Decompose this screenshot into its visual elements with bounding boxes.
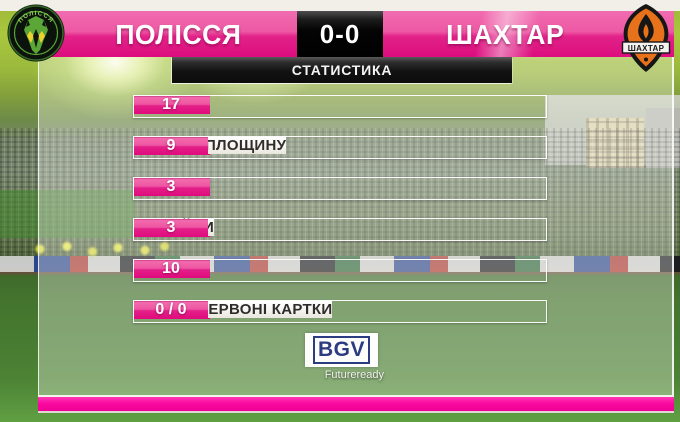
away-value: 10	[134, 260, 208, 278]
away-team-name: ШАХТАР	[383, 11, 628, 58]
statistics-title: СТАТИСТИКА	[291, 62, 393, 78]
building	[586, 118, 644, 168]
crest-banner-text: ШАХТАР	[628, 44, 665, 53]
statistics-title-bar: СТАТИСТИКА	[172, 57, 512, 83]
away-value: 17	[134, 96, 208, 114]
fan-section	[0, 190, 135, 238]
footer-pink-bar	[38, 395, 674, 413]
stat-row-offsides: 0 ОФСАЙДИ 3	[133, 218, 547, 241]
away-value: 3	[134, 219, 208, 237]
away-value: 9	[134, 137, 208, 155]
stat-row-fouls: 18 ФОЛИ 10	[133, 259, 547, 282]
home-team-name: ПОЛІССЯ	[60, 11, 297, 58]
sponsor-logo-text: BGV	[312, 336, 370, 364]
stat-row-corners: 5 КУТОВІ 3	[133, 177, 547, 200]
score-value: 0-0	[319, 19, 361, 49]
away-team-label: ШАХТАР	[446, 18, 565, 50]
score-box: 0-0	[297, 11, 383, 58]
away-value: 0 / 0	[134, 301, 208, 319]
stat-row-shots-on-target: 2 УДАРИ У ПЛОЩИНУ 9	[133, 136, 547, 159]
home-team-label: ПОЛІССЯ	[115, 18, 242, 50]
shakhtar-crest-icon: ШАХТАР	[619, 3, 673, 73]
away-value: 3	[134, 178, 208, 196]
sponsor-logo-box: BGV	[305, 333, 378, 367]
stat-row-cards: 2 / 0 ЖОВТІ / ЧЕРВОНІ КАРТКИ 0 / 0	[133, 300, 547, 323]
sponsor-tagline: Futureready	[324, 369, 384, 381]
header-top-strip	[0, 0, 680, 11]
stat-row-shots: 5 УДАРИ 17	[133, 95, 547, 118]
polissya-crest-icon: ПОЛІССЯ	[7, 3, 65, 63]
building	[646, 108, 680, 168]
